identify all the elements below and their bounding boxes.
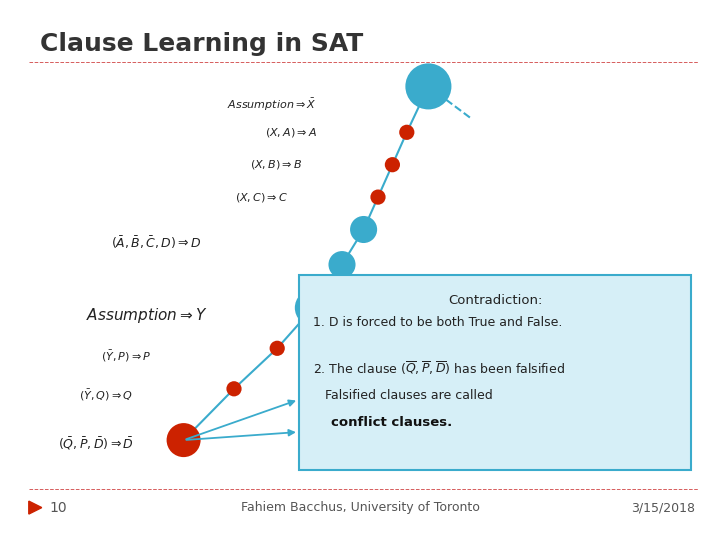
Text: 1. D is forced to be both True and False.: 1. D is forced to be both True and False… (313, 316, 562, 329)
FancyBboxPatch shape (299, 275, 691, 470)
Text: $\mathit{Assumption} \Rightarrow Y$: $\mathit{Assumption} \Rightarrow Y$ (86, 306, 208, 326)
Text: $(\bar{Q}, \bar{P}, \bar{D}) \Rightarrow \bar{D}$: $(\bar{Q}, \bar{P}, \bar{D}) \Rightarrow… (58, 436, 133, 452)
Text: 10: 10 (49, 501, 66, 515)
Text: $(X, A) \Rightarrow A$: $(X, A) \Rightarrow A$ (265, 126, 317, 139)
Text: Fahiem Bacchus, University of Toronto: Fahiem Bacchus, University of Toronto (240, 501, 480, 514)
Text: Contradiction:: Contradiction: (448, 294, 542, 307)
Text: $(X, B) \Rightarrow B$: $(X, B) \Rightarrow B$ (250, 158, 302, 171)
Point (271, 344, 283, 353)
Point (178, 436, 189, 444)
Text: $(\bar{A}, \bar{B}, \bar{C}, D) \Rightarrow D$: $(\bar{A}, \bar{B}, \bar{C}, D) \Rightar… (111, 235, 202, 251)
Point (401, 128, 413, 137)
Text: $(\bar{Y}, P) \Rightarrow P$: $(\bar{Y}, P) \Rightarrow P$ (101, 349, 151, 364)
Point (423, 82, 434, 91)
Point (307, 303, 319, 312)
Point (358, 225, 369, 234)
Text: $\mathit{Assumption} \Rightarrow \bar{X}$: $\mathit{Assumption} \Rightarrow \bar{X}… (228, 97, 317, 113)
Polygon shape (29, 501, 42, 514)
Text: $(X, C) \Rightarrow C$: $(X, C) \Rightarrow C$ (235, 191, 288, 204)
Text: conflict clauses.: conflict clauses. (331, 416, 452, 429)
Text: Clause Learning in SAT: Clause Learning in SAT (40, 32, 363, 56)
Text: 2. The clause $(\overline{Q},\overline{P},\overline{D})$ has been falsified: 2. The clause $(\overline{Q},\overline{P… (313, 359, 565, 375)
Text: $(\bar{Y}, Q) \Rightarrow Q$: $(\bar{Y}, Q) \Rightarrow Q$ (79, 388, 133, 403)
Point (372, 193, 384, 201)
Text: 3/15/2018: 3/15/2018 (631, 501, 695, 514)
Point (228, 384, 240, 393)
Point (387, 160, 398, 169)
Point (336, 260, 348, 269)
Text: Falsified clauses are called: Falsified clauses are called (313, 389, 493, 402)
